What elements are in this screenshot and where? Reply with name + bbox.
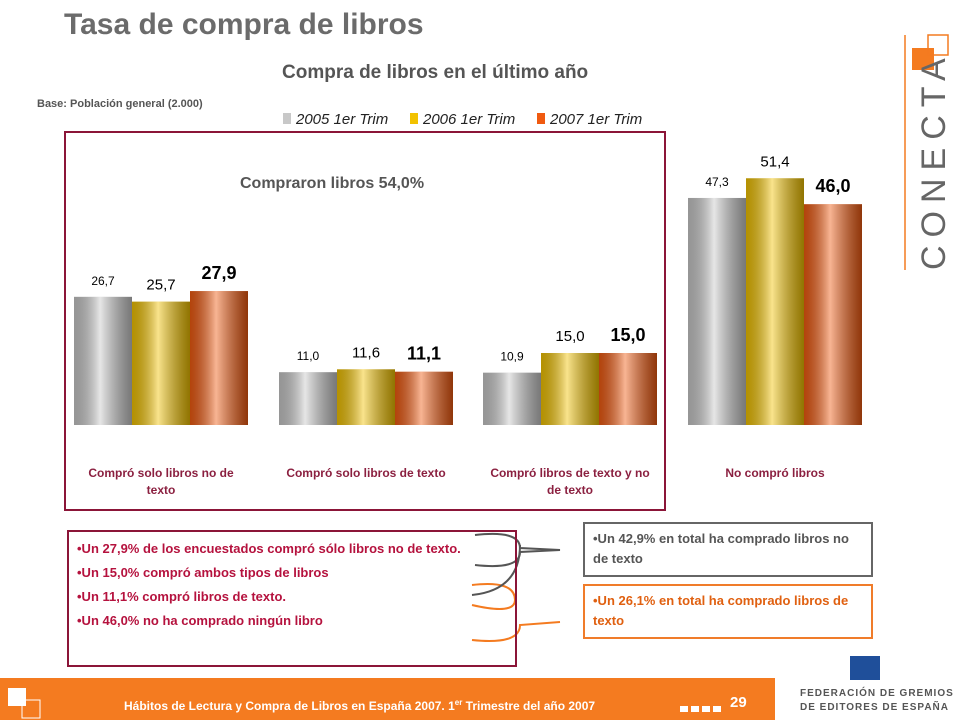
page-number: 29 bbox=[730, 694, 747, 711]
footer-text: Hábitos de Lectura y Compra de Libros en… bbox=[124, 698, 595, 713]
value-label: 46,0 bbox=[815, 176, 850, 196]
bar-shading bbox=[541, 353, 599, 425]
publisher-icon bbox=[850, 656, 880, 680]
legend-swatch bbox=[537, 113, 545, 124]
publisher: FEDERACIÓN DE GREMIOS bbox=[800, 688, 954, 699]
footer-text: Hábitos de Lectura y Compra de Libros en… bbox=[124, 699, 455, 713]
bar-shading bbox=[804, 204, 862, 425]
base-note: Base: Población general (2.000) bbox=[37, 98, 203, 110]
logo-text: CONECTA bbox=[915, 50, 953, 270]
footer-sup: er bbox=[454, 698, 463, 707]
bar-shading bbox=[483, 372, 541, 425]
legend-label: 2005 1er Trim bbox=[295, 111, 388, 128]
summary-box: •Un 42,9% en total ha comprado libros no… bbox=[583, 522, 873, 577]
value-label: 11,1 bbox=[407, 344, 441, 364]
value-label: 26,7 bbox=[91, 274, 115, 288]
summary-box: •Un 26,1% en total ha comprado libros de… bbox=[583, 584, 873, 639]
bullet-box: •Un 27,9% de los encuestados compró sólo… bbox=[67, 530, 517, 667]
bar-shading bbox=[599, 353, 657, 425]
bar-shading bbox=[279, 372, 337, 425]
footer-icon bbox=[8, 688, 26, 706]
publisher: DE EDITORES DE ESPAÑA bbox=[800, 702, 949, 713]
category-label: No compró libros bbox=[725, 466, 825, 480]
value-label: 10,9 bbox=[500, 350, 524, 364]
brace bbox=[471, 621, 561, 642]
bar-shading bbox=[746, 178, 804, 425]
slide-title: Tasa de compra de libros bbox=[64, 8, 424, 41]
bar-shading bbox=[74, 296, 132, 425]
legend-label: 2007 1er Trim bbox=[549, 111, 642, 128]
value-label: 15,0 bbox=[555, 328, 584, 345]
footer-text: Trimestre del año 2007 bbox=[462, 699, 596, 713]
bar-shading bbox=[337, 369, 395, 425]
value-label: 25,7 bbox=[146, 277, 175, 294]
bar-shading bbox=[688, 197, 746, 425]
value-label: 11,6 bbox=[352, 344, 380, 361]
footer-icon bbox=[21, 699, 41, 719]
bullet: •Un 15,0% compró ambos tipos de libros bbox=[77, 565, 329, 580]
value-label: 51,4 bbox=[760, 153, 789, 170]
legend-label: 2006 1er Trim bbox=[422, 111, 515, 128]
category-label: Compró libros de texto y no de texto bbox=[490, 466, 650, 497]
bullet: •Un 11,1% compró libros de texto. bbox=[77, 589, 286, 604]
legend-swatch bbox=[410, 113, 418, 124]
category-label: Compró solo libros de texto bbox=[286, 466, 446, 480]
bar-shading bbox=[190, 291, 248, 425]
bar-shading bbox=[132, 301, 190, 425]
value-label: 11,0 bbox=[297, 349, 320, 363]
footer-bar bbox=[0, 678, 775, 720]
group-frame bbox=[64, 131, 666, 511]
legend-swatch bbox=[283, 113, 291, 124]
category-label: Compró solo libros no de texto bbox=[88, 466, 234, 497]
chart-title: Compra de libros en el último año bbox=[282, 62, 589, 83]
value-label: 27,9 bbox=[201, 263, 236, 283]
plot: 26,7 11,0 10,9 47,3 25,7 11,6 15,0 51,4 27,9 11,1… bbox=[74, 111, 862, 425]
bar-shading bbox=[395, 371, 453, 425]
annotation: Compraron libros 54,0% bbox=[240, 175, 425, 192]
value-label: 47,3 bbox=[705, 175, 729, 189]
value-label: 15,0 bbox=[610, 325, 645, 345]
bullet: •Un 27,9% de los encuestados compró sólo… bbox=[77, 541, 461, 556]
logo-square bbox=[927, 34, 949, 56]
brace bbox=[471, 544, 521, 596]
footer-dots bbox=[680, 706, 721, 712]
bullet: •Un 46,0% no ha comprado ningún libro bbox=[77, 613, 323, 628]
brace bbox=[474, 532, 561, 568]
